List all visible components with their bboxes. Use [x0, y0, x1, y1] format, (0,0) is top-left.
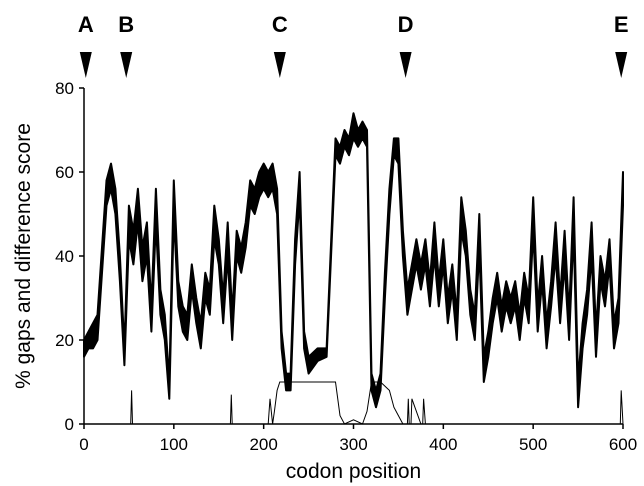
ticks: 0 100 200 300 400 500 600 0 20 40 60 80 [55, 79, 637, 454]
y-axis-title: % gaps and difference score [12, 123, 35, 389]
x-tick-label: 500 [519, 435, 547, 454]
marker-label-c: C [272, 12, 288, 37]
y-tick-label: 80 [55, 79, 74, 98]
marker-arrow-b [120, 52, 133, 78]
x-tick-label: 400 [429, 435, 457, 454]
marker-arrow-e [615, 52, 628, 78]
x-tick-label: 300 [339, 435, 367, 454]
marker-label-e: E [614, 12, 629, 37]
x-tick-label: 200 [249, 435, 277, 454]
marker-label-a: A [78, 12, 94, 37]
x-tick-label: 100 [160, 435, 188, 454]
gap-percentage-line [84, 381, 624, 425]
difference-score-band [83, 112, 624, 409]
y-tick-label: 60 [55, 163, 74, 182]
x-tick-label: 600 [609, 435, 637, 454]
series-layer [83, 112, 624, 425]
y-tick-label: 0 [65, 415, 74, 434]
marker-arrow-d [399, 52, 412, 78]
marker-arrow-a [79, 52, 92, 78]
y-tick-label: 20 [55, 331, 74, 350]
x-tick-label: 0 [79, 435, 88, 454]
marker-label-b: B [118, 12, 134, 37]
marker-label-d: D [398, 12, 414, 37]
y-tick-label: 40 [55, 247, 74, 266]
x-axis-title: codon position [286, 460, 421, 483]
marker-arrow-c [273, 52, 286, 78]
